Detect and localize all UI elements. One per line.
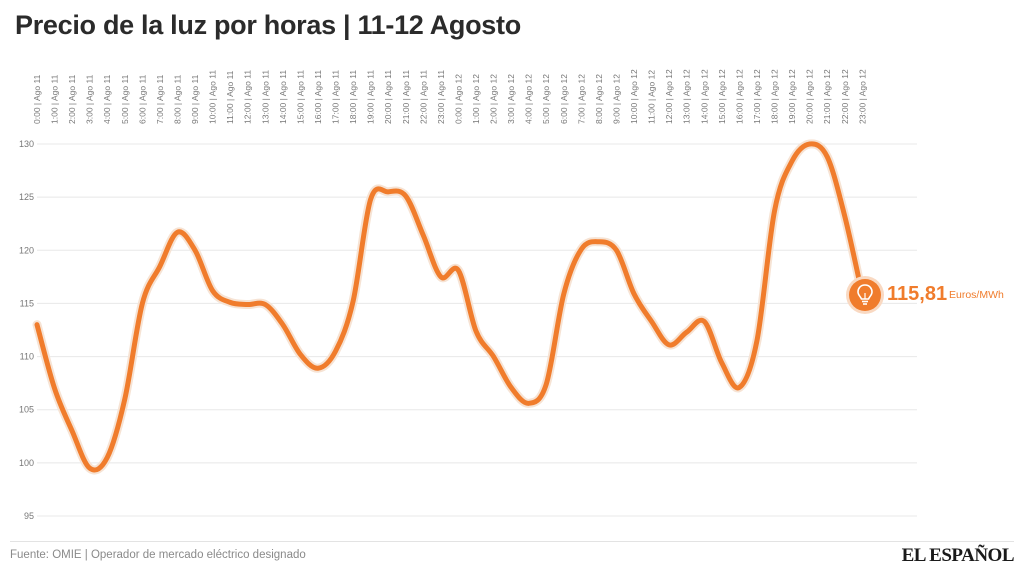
- x-tick-label: 19:00 | Ago 12: [787, 69, 797, 124]
- x-tick-label: 21:00 | Ago 12: [822, 69, 832, 124]
- y-tick-label: 120: [19, 245, 34, 255]
- x-tick-label: 5:00 | Ago 11: [120, 74, 130, 124]
- x-tick-label: 1:00 | Ago 11: [50, 74, 60, 124]
- chart-title: Precio de la luz por horas | 11-12 Agost…: [15, 10, 521, 40]
- series-line-layer: [32, 139, 867, 475]
- x-tick-label: 0:00 | Ago 12: [453, 74, 463, 124]
- y-tick-label: 130: [19, 139, 34, 149]
- x-axis-ticks: 0:00 | Ago 11 1:00 | Ago 11 2:00 | Ago 11 3…: [32, 69, 867, 124]
- x-tick-label: 15:00 | Ago 11: [295, 70, 305, 124]
- x-tick-label: 8:00 | Ago 11: [172, 74, 182, 124]
- x-tick-label: 3:00 | Ago 12: [506, 74, 516, 124]
- x-tick-label: 11:00 | Ago 11: [225, 70, 235, 124]
- last-value-label: 115,81: [887, 283, 948, 305]
- lightbulb-icon: [848, 278, 882, 312]
- x-tick-label: 20:00 | Ago 11: [383, 70, 393, 124]
- x-tick-label: 14:00 | Ago 12: [699, 69, 709, 124]
- x-tick-label: 10:00 | Ago 11: [208, 70, 218, 124]
- x-tick-label: 23:00 | Ago 12: [857, 69, 867, 124]
- x-tick-label: 8:00 | Ago 12: [594, 74, 604, 124]
- x-tick-label: 6:00 | Ago 12: [559, 74, 569, 124]
- brand-logo: EL ESPAÑOL: [901, 545, 1015, 566]
- x-tick-label: 16:00 | Ago 12: [734, 69, 744, 124]
- grid-layer: [37, 143, 917, 517]
- x-tick-label: 3:00 | Ago 11: [85, 74, 95, 124]
- x-tick-label: 17:00 | Ago 12: [752, 69, 762, 124]
- x-tick-label: 17:00 | Ago 11: [331, 70, 341, 124]
- x-tick-label: 4:00 | Ago 12: [524, 74, 534, 124]
- x-tick-label: 4:00 | Ago 11: [102, 74, 112, 124]
- x-tick-label: 11:00 | Ago 12: [647, 70, 657, 124]
- x-tick-label: 5:00 | Ago 12: [541, 74, 551, 124]
- x-tick-label: 18:00 | Ago 11: [348, 70, 358, 124]
- x-tick-label: 2:00 | Ago 12: [489, 74, 499, 124]
- x-tick-label: 10:00 | Ago 12: [629, 69, 639, 124]
- x-tick-label: 14:00 | Ago 11: [278, 70, 288, 124]
- x-tick-label: 9:00 | Ago 11: [190, 74, 200, 124]
- y-tick-label: 105: [19, 405, 34, 415]
- y-tick-label: 125: [19, 192, 34, 202]
- x-tick-label: 2:00 | Ago 11: [67, 74, 77, 124]
- y-tick-label: 100: [19, 458, 34, 468]
- series-line: [34, 141, 865, 473]
- x-tick-label: 1:00 | Ago 12: [471, 74, 481, 124]
- x-tick-label: 12:00 | Ago 12: [664, 69, 674, 124]
- x-tick-label: 22:00 | Ago 11: [418, 70, 428, 124]
- y-axis-ticks: 95 100 105 110 115 120 125 130: [19, 139, 34, 521]
- series-line-halo: [32, 139, 867, 475]
- x-tick-label: 19:00 | Ago 11: [366, 70, 376, 124]
- x-tick-label: 20:00 | Ago 12: [805, 69, 815, 124]
- x-tick-label: 9:00 | Ago 12: [611, 74, 621, 124]
- x-tick-label: 16:00 | Ago 11: [313, 70, 323, 124]
- x-tick-label: 23:00 | Ago 11: [436, 70, 446, 124]
- y-tick-label: 95: [24, 511, 34, 521]
- source-note: Fuente: OMIE | Operador de mercado eléct…: [10, 549, 306, 561]
- footer-divider: [10, 541, 1014, 542]
- series-points: [36, 143, 884, 469]
- unit-label: Euros/MWh: [949, 289, 1004, 301]
- x-tick-label: 12:00 | Ago 11: [243, 70, 253, 124]
- x-tick-label: 13:00 | Ago 11: [260, 70, 270, 124]
- x-tick-label: 7:00 | Ago 12: [576, 74, 586, 124]
- x-tick-label: 6:00 | Ago 11: [137, 74, 147, 124]
- x-tick-label: 21:00 | Ago 11: [401, 70, 411, 124]
- x-tick-label: 7:00 | Ago 11: [155, 74, 165, 124]
- x-tick-label: 22:00 | Ago 12: [840, 69, 850, 124]
- y-tick-label: 115: [20, 298, 34, 308]
- x-tick-label: 0:00 | Ago 11: [32, 74, 42, 124]
- x-tick-label: 18:00 | Ago 12: [770, 69, 780, 124]
- x-tick-label: 13:00 | Ago 12: [682, 69, 692, 124]
- y-tick-label: 110: [20, 352, 34, 362]
- x-tick-label: 15:00 | Ago 12: [717, 69, 727, 124]
